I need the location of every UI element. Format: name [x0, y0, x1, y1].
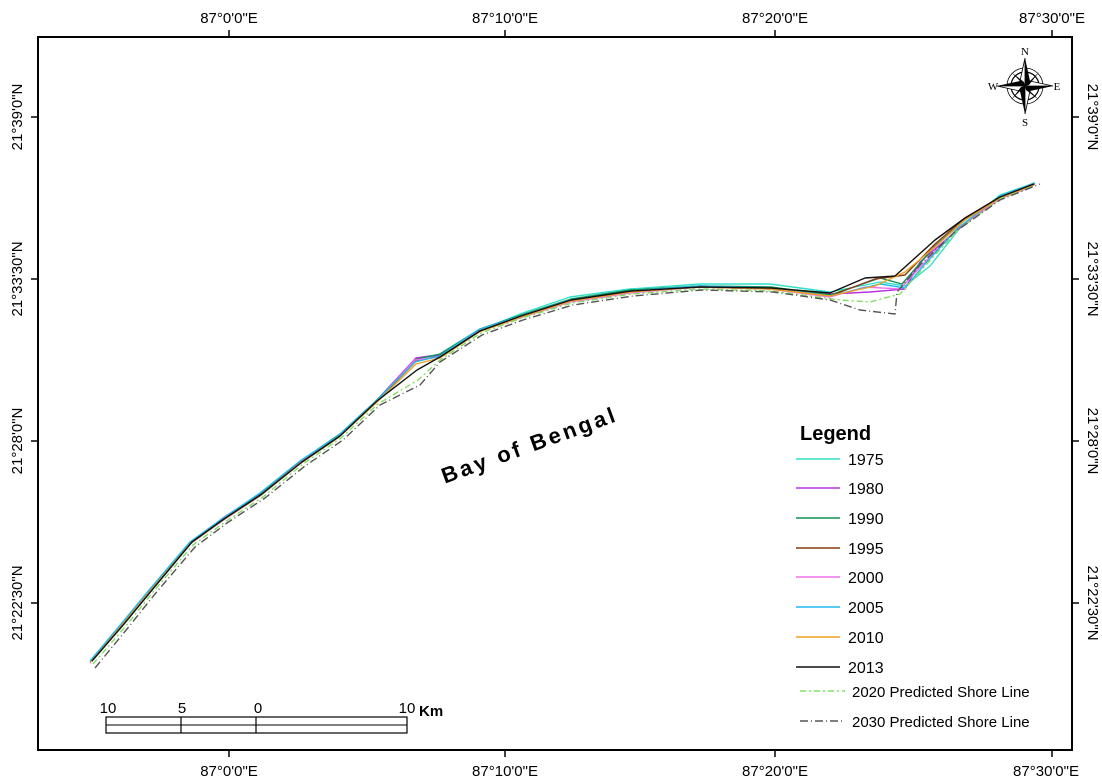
legend-label: 2000: [848, 570, 884, 587]
top-longitude-labels: 87°0'0"E 87°10'0"E 87°20'0"E 87°30'0"E: [200, 10, 1085, 27]
lon-label-bottom: 87°10'0"E: [472, 763, 538, 780]
scale-unit: Km: [419, 703, 443, 720]
legend-items: 1975 1980 1990 1995 2000 2005 2010 2013 2020 Pre…: [796, 452, 1030, 731]
legend-label: 2030 Predicted Shore Line: [852, 714, 1030, 731]
bottom-longitude-labels: 87°0'0"E 87°10'0"E 87°20'0"E 87°30'0"E: [200, 763, 1079, 780]
compass-n: N: [1021, 46, 1029, 58]
compass-rose-icon: [996, 57, 1054, 115]
map-frame: [37, 36, 1073, 751]
compass-s: S: [1022, 117, 1028, 129]
right-latitude-labels: 21°39'0"N 21°33'30"N 21°28'0"N 21°22'30"…: [1084, 84, 1101, 641]
legend-title: Legend: [800, 423, 871, 445]
lon-label-top: 87°30'0"E: [1019, 10, 1085, 27]
legend-label: 1975: [848, 452, 884, 469]
legend-label: 2020 Predicted Shore Line: [852, 684, 1030, 701]
scale-label: 10: [399, 700, 416, 717]
scale-label: 10: [100, 700, 117, 717]
legend-label: 1995: [848, 541, 884, 558]
lon-label-top: 87°0'0"E: [200, 10, 258, 27]
lon-label-top: 87°20'0"E: [742, 10, 808, 27]
shoreline-2013: [91, 183, 1035, 662]
legend-label: 2005: [848, 600, 884, 617]
lat-label-left: 21°39'0"N: [9, 84, 26, 151]
scale-bar: 10 5 0 10 Km: [100, 700, 443, 734]
lon-label-top: 87°10'0"E: [472, 10, 538, 27]
scale-label: 5: [178, 700, 186, 717]
lat-label-left: 21°22'30"N: [9, 565, 26, 640]
compass-w: W: [988, 81, 999, 93]
shoreline-2020-predicted: [92, 185, 1035, 665]
lat-label-left: 21°28'0"N: [9, 408, 26, 475]
left-latitude-labels: 21°39'0"N 21°33'30"N 21°28'0"N 21°22'30"…: [9, 84, 26, 641]
legend-label: 2010: [848, 630, 884, 647]
lat-label-right: 21°22'30"N: [1084, 565, 1101, 640]
shorelines: [89, 182, 1041, 669]
lat-label-left: 21°33'30"N: [9, 241, 26, 316]
lat-label-right: 21°39'0"N: [1084, 84, 1101, 151]
shoreline-2030-predicted: [94, 183, 1041, 669]
lon-label-bottom: 87°20'0"E: [742, 763, 808, 780]
scale-label: 0: [254, 700, 262, 717]
lon-label-bottom: 87°30'0"E: [1013, 763, 1079, 780]
legend-label: 1990: [848, 511, 884, 528]
legend-label: 2013: [848, 660, 884, 677]
north-arrow: N S E W: [988, 46, 1061, 129]
compass-e: E: [1054, 81, 1061, 93]
legend: Legend 1975 1980 1990 1995 2000 2005 2010 2013 2…: [796, 423, 1030, 731]
frame-ticks: [31, 30, 1079, 757]
lon-label-bottom: 87°0'0"E: [200, 763, 258, 780]
legend-label: 1980: [848, 481, 884, 498]
lat-label-right: 21°33'30"N: [1084, 241, 1101, 316]
lat-label-right: 21°28'0"N: [1084, 408, 1101, 475]
